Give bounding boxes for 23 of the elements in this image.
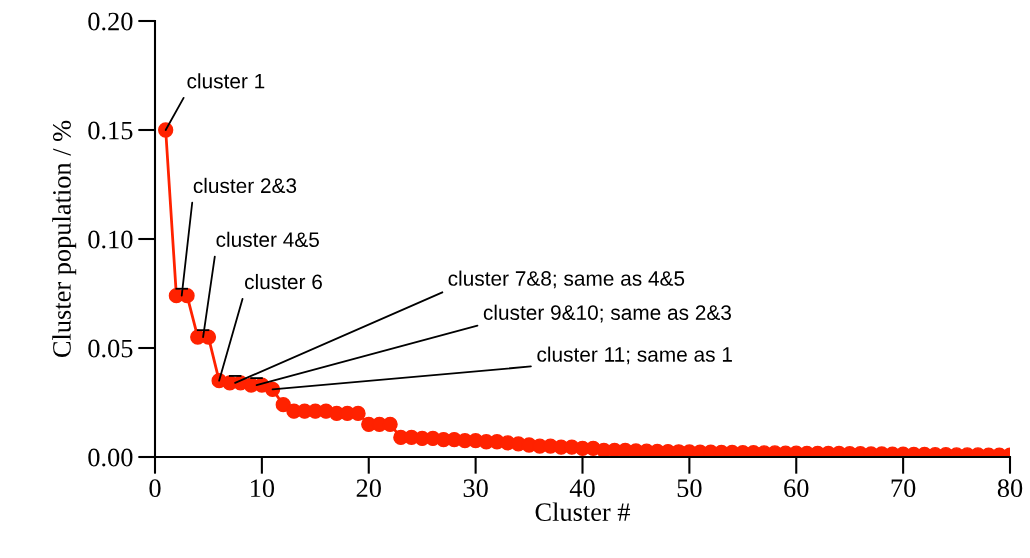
annotation: cluster 1 — [187, 73, 265, 89]
x-axis-title: Cluster # — [535, 502, 631, 522]
y-tick-label: 0.00 — [88, 448, 133, 467]
x-tick-label: 70 — [891, 479, 916, 498]
annotation: cluster 4&5 — [216, 231, 319, 248]
y-axis-title: Cluster population / % — [52, 120, 77, 358]
annotation: cluster 9&10; same as 2&3 — [483, 304, 731, 323]
x-tick-label: 10 — [251, 479, 275, 498]
x-tick-label: 40 — [569, 479, 595, 498]
x-tick-label: 20 — [356, 479, 381, 498]
x-tick-label: 0 — [149, 479, 161, 498]
x-tick-label: 30 — [463, 479, 488, 498]
annotation: cluster 7&8; same as 4&5 — [448, 270, 685, 289]
annotation: cluster 11; same as 1 — [537, 346, 732, 365]
x-tick-label: 60 — [784, 479, 809, 498]
x-tick-label: 80 — [997, 479, 1023, 498]
annotation: cluster 6 — [245, 273, 322, 290]
y-tick-label: 0.10 — [88, 230, 133, 249]
x-tick-label: 50 — [677, 479, 702, 498]
annotation: cluster 2&3 — [193, 177, 297, 194]
y-tick-label: 0.20 — [88, 12, 133, 31]
y-tick-label: 0.05 — [88, 339, 133, 358]
y-tick-label: 0.15 — [88, 121, 133, 140]
